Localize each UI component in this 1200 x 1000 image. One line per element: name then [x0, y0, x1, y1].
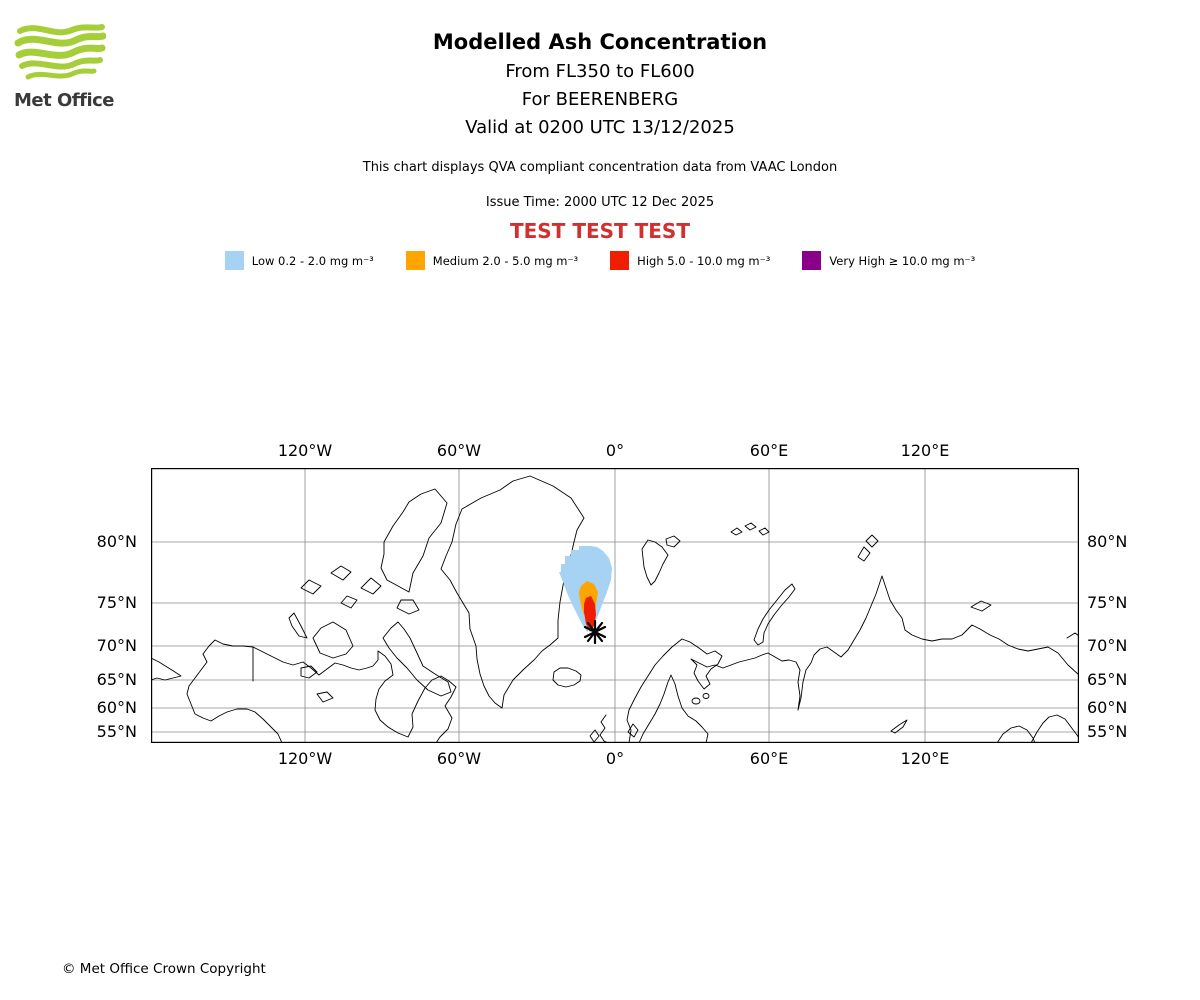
coastline-prince-patrick — [300, 579, 322, 595]
subtitle-flight-levels: From FL350 to FL600 — [505, 61, 695, 82]
coastline-baffin — [382, 621, 452, 697]
lat-tick-right-5: 55°N — [1087, 722, 1128, 741]
coastline-victoria — [312, 621, 354, 659]
lon-tick-bottom-0: 120°W — [277, 749, 333, 768]
coastline-axel-heiberg — [340, 595, 358, 609]
copyright-text: © Met Office Crown Copyright — [62, 961, 266, 977]
map-border — [151, 468, 1079, 743]
lake-great-slave — [316, 691, 334, 703]
lon-tick-top-1: 60°W — [436, 441, 482, 460]
coastline-uk — [599, 714, 609, 743]
coastline-banks — [288, 612, 308, 639]
legend: Low 0.2 - 2.0 mg m⁻³ Medium 2.0 - 5.0 mg … — [0, 251, 1200, 270]
coastline-franz-josef-land — [730, 522, 770, 536]
header: Modelled Ash Concentration From FL350 to… — [0, 0, 1200, 270]
coastline-alaska-south — [186, 685, 283, 743]
coastline-kamchatka — [1030, 714, 1079, 743]
lon-tick-bottom-3: 60°E — [749, 749, 789, 768]
lon-tick-top-2: 0° — [605, 441, 625, 460]
lat-tick-right-1: 75°N — [1087, 593, 1128, 612]
coastline-wrangel — [1066, 632, 1079, 639]
page-title: Modelled Ash Concentration — [432, 30, 768, 54]
coastline-svalbard — [641, 539, 669, 586]
legend-item-very-high: Very High ≥ 10.0 mg m⁻³ — [802, 251, 975, 270]
coastline-eurasia — [626, 575, 1079, 743]
coastline-somerset — [360, 577, 382, 595]
legend-label: Medium 2.0 - 5.0 mg m⁻³ — [432, 253, 579, 268]
logo-waves-icon — [14, 24, 107, 80]
subtitle-valid-time: Valid at 0200 UTC 13/12/2025 — [465, 117, 735, 138]
legend-label: Very High ≥ 10.0 mg m⁻³ — [829, 253, 976, 268]
lat-tick-left-1: 75°N — [96, 593, 137, 612]
coastline-svalbard-ne — [665, 535, 681, 548]
legend-swatch-medium — [405, 251, 425, 270]
lat-tick-right-0: 80°N — [1087, 532, 1128, 551]
coastline-novaya-zemlya — [753, 583, 796, 646]
test-banner: TEST TEST TEST — [510, 219, 690, 243]
lat-tick-right-2: 70°N — [1087, 636, 1128, 655]
legend-swatch-high — [610, 251, 630, 270]
subtitle-volcano: For BEERENBERG — [521, 89, 679, 110]
map-gridlines — [151, 468, 1079, 743]
coastline-denmark — [627, 723, 639, 738]
lon-tick-bottom-1: 60°W — [436, 749, 482, 768]
legend-item-low: Low 0.2 - 2.0 mg m⁻³ — [224, 251, 374, 270]
coastline-baltic — [638, 674, 709, 743]
lon-tick-bottom-2: 0° — [605, 749, 625, 768]
lake-ladoga — [691, 697, 701, 705]
lat-tick-left-5: 55°N — [96, 722, 137, 741]
lon-tick-top-4: 120°E — [900, 441, 950, 460]
coastline-okhotsk — [996, 725, 1036, 743]
chart-description: This chart displays QVA compliant concen… — [362, 160, 838, 175]
lat-tick-left-3: 65°N — [96, 670, 137, 689]
coastline-new-siberian-islands — [970, 600, 992, 612]
lake-baikal — [890, 719, 908, 734]
map-canvas — [151, 468, 1079, 743]
lon-tick-top-3: 60°E — [749, 441, 789, 460]
coastline-severnaya-zemlya — [857, 534, 879, 562]
legend-item-medium: Medium 2.0 - 5.0 mg m⁻³ — [405, 251, 579, 270]
lat-tick-left-2: 70°N — [96, 636, 137, 655]
lake-great-bear — [300, 665, 318, 679]
issue-time: Issue Time: 2000 UTC 12 Dec 2025 — [485, 195, 715, 210]
lat-tick-left-0: 80°N — [96, 532, 137, 551]
coastline-melville — [330, 565, 352, 581]
lon-tick-bottom-4: 120°E — [900, 749, 950, 768]
lat-tick-left-4: 60°N — [96, 698, 137, 717]
coastline-chukotka — [151, 657, 182, 681]
coastline-north-america — [188, 639, 457, 743]
legend-label: Low 0.2 - 2.0 mg m⁻³ — [251, 253, 374, 268]
coastline-iceland — [552, 667, 582, 688]
legend-label: High 5.0 - 10.0 mg m⁻³ — [637, 253, 771, 268]
coastline-greenland — [440, 475, 585, 709]
lon-tick-top-0: 120°W — [277, 441, 333, 460]
met-office-logo: Met Office — [14, 22, 124, 111]
volcano-marker-icon — [583, 619, 607, 645]
coastline-ellesmere — [380, 488, 448, 593]
lat-tick-right-3: 65°N — [1087, 670, 1128, 689]
lat-tick-right-4: 60°N — [1087, 698, 1128, 717]
legend-item-high: High 5.0 - 10.0 mg m⁻³ — [610, 251, 770, 270]
logo-text: Met Office — [14, 90, 115, 111]
legend-swatch-low — [224, 251, 244, 270]
lake-onega — [702, 693, 710, 699]
coastlines — [151, 475, 1079, 743]
legend-swatch-very-high — [802, 251, 822, 270]
coastline-devon — [396, 599, 420, 615]
